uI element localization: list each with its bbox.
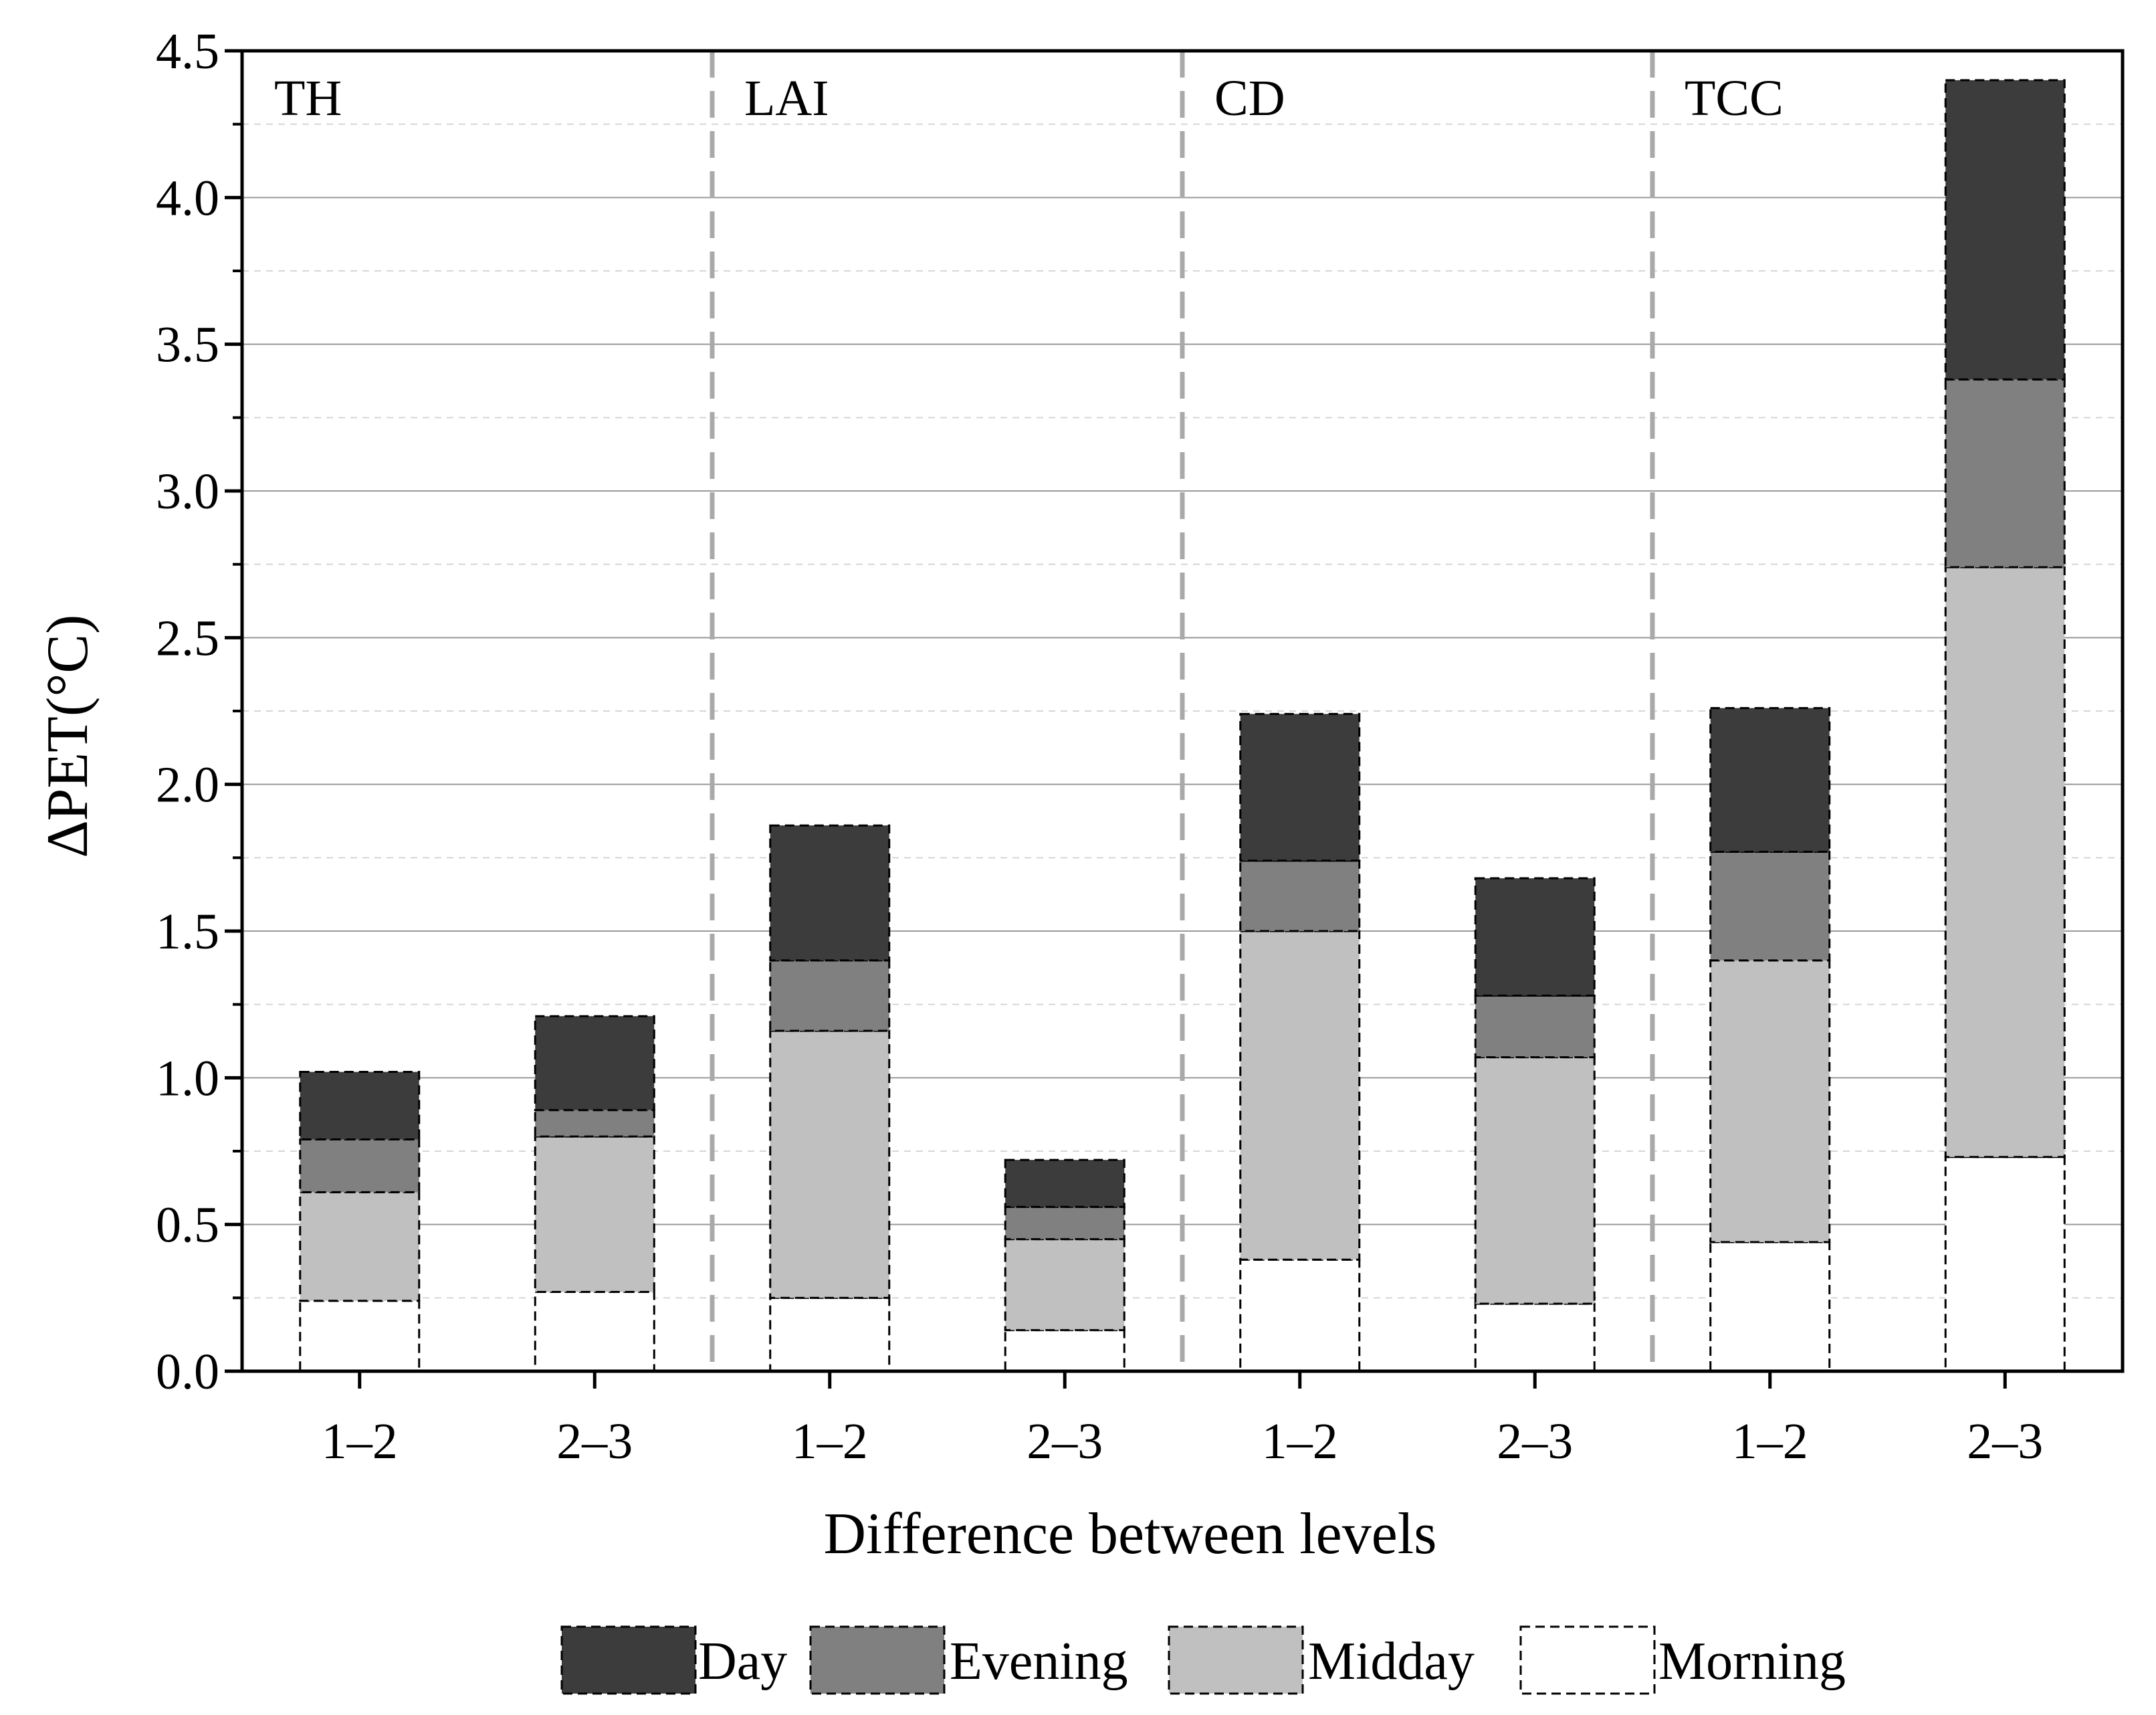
bar-midday-8 xyxy=(1944,566,2066,1158)
y-tick-label: 0.5 xyxy=(156,1197,219,1253)
group-label: TCC xyxy=(1685,70,1784,126)
bar-day-1 xyxy=(299,1071,421,1140)
bar-morning-5 xyxy=(1239,1258,1361,1373)
group-dividers xyxy=(710,51,1655,1371)
labels: TH LAI CD TCC 0.0 0.5 1.0 1.5 2.0 2.5 3.0 3.5 4.0 4.5… xyxy=(156,23,2043,1470)
x-tick-label: 1–2 xyxy=(1732,1413,1808,1470)
bar-segments xyxy=(299,79,2066,1373)
bar-day-3 xyxy=(769,824,891,962)
legend: Day Evening Midday Morning xyxy=(560,1625,1846,1695)
y-tick-label: 2.0 xyxy=(156,757,219,813)
bar-evening-7 xyxy=(1709,851,1831,962)
bar-midday-7 xyxy=(1709,959,1831,1243)
bar-midday-5 xyxy=(1239,930,1361,1261)
bar-evening-2 xyxy=(534,1109,655,1138)
x-tick-label: 2–3 xyxy=(1967,1413,2043,1470)
x-tick-label: 2–3 xyxy=(556,1413,633,1470)
bar-midday-4 xyxy=(1004,1238,1125,1332)
bar-evening-8 xyxy=(1944,378,2066,569)
y-tick-label: 2.5 xyxy=(156,610,219,666)
bar-day-8 xyxy=(1944,79,2066,381)
axes xyxy=(225,49,2125,1389)
bar-day-2 xyxy=(534,1015,655,1112)
legend-label-midday: Midday xyxy=(1308,1632,1475,1691)
bar-midday-1 xyxy=(299,1191,421,1302)
legend-label-evening: Evening xyxy=(950,1632,1128,1691)
y-tick-label: 3.0 xyxy=(156,464,219,520)
x-tick-label: 1–2 xyxy=(1262,1413,1338,1470)
bar-morning-4 xyxy=(1004,1329,1125,1373)
bar-morning-6 xyxy=(1474,1302,1596,1373)
bar-day-6 xyxy=(1474,877,1596,997)
bar-day-7 xyxy=(1709,707,1831,853)
y-tick-label: 4.0 xyxy=(156,170,219,226)
x-tick-label: 2–3 xyxy=(1027,1413,1103,1470)
group-label: LAI xyxy=(744,70,829,126)
bar-midday-2 xyxy=(534,1135,655,1294)
y-axis-title: ∆PET(°C) xyxy=(35,615,100,858)
x-tick-label: 1–2 xyxy=(792,1413,868,1470)
group-label: TH xyxy=(274,70,342,126)
bar-evening-6 xyxy=(1474,995,1596,1059)
y-tick-label: 1.0 xyxy=(156,1050,219,1106)
legend-swatch-morning xyxy=(1519,1625,1656,1695)
x-tick-label: 1–2 xyxy=(322,1413,398,1470)
bar-day-4 xyxy=(1004,1158,1125,1208)
group-label: CD xyxy=(1214,70,1285,126)
bar-day-5 xyxy=(1239,712,1361,862)
legend-label-morning: Morning xyxy=(1658,1632,1846,1691)
y-tick-label: 3.5 xyxy=(156,317,219,373)
bar-evening-5 xyxy=(1239,860,1361,932)
x-axis-title: Difference between levels xyxy=(824,1502,1437,1567)
bar-midday-6 xyxy=(1474,1056,1596,1305)
bar-evening-3 xyxy=(769,959,891,1032)
y-tick-label: 0.0 xyxy=(156,1344,219,1400)
legend-swatch-evening xyxy=(809,1625,946,1695)
bar-evening-4 xyxy=(1004,1205,1125,1241)
bar-morning-7 xyxy=(1709,1241,1831,1373)
y-tick-label: 1.5 xyxy=(156,904,219,960)
bar-morning-3 xyxy=(769,1296,891,1373)
bar-morning-2 xyxy=(534,1291,655,1373)
bar-morning-8 xyxy=(1944,1156,2066,1373)
y-tick-label: 4.5 xyxy=(156,23,219,80)
legend-swatch-day xyxy=(560,1625,697,1695)
bar-midday-3 xyxy=(769,1029,891,1299)
bar-morning-1 xyxy=(299,1300,421,1373)
bar-evening-1 xyxy=(299,1138,421,1193)
legend-label-day: Day xyxy=(698,1632,787,1691)
x-tick-label: 2–3 xyxy=(1497,1413,1573,1470)
legend-swatch-midday xyxy=(1168,1625,1304,1695)
